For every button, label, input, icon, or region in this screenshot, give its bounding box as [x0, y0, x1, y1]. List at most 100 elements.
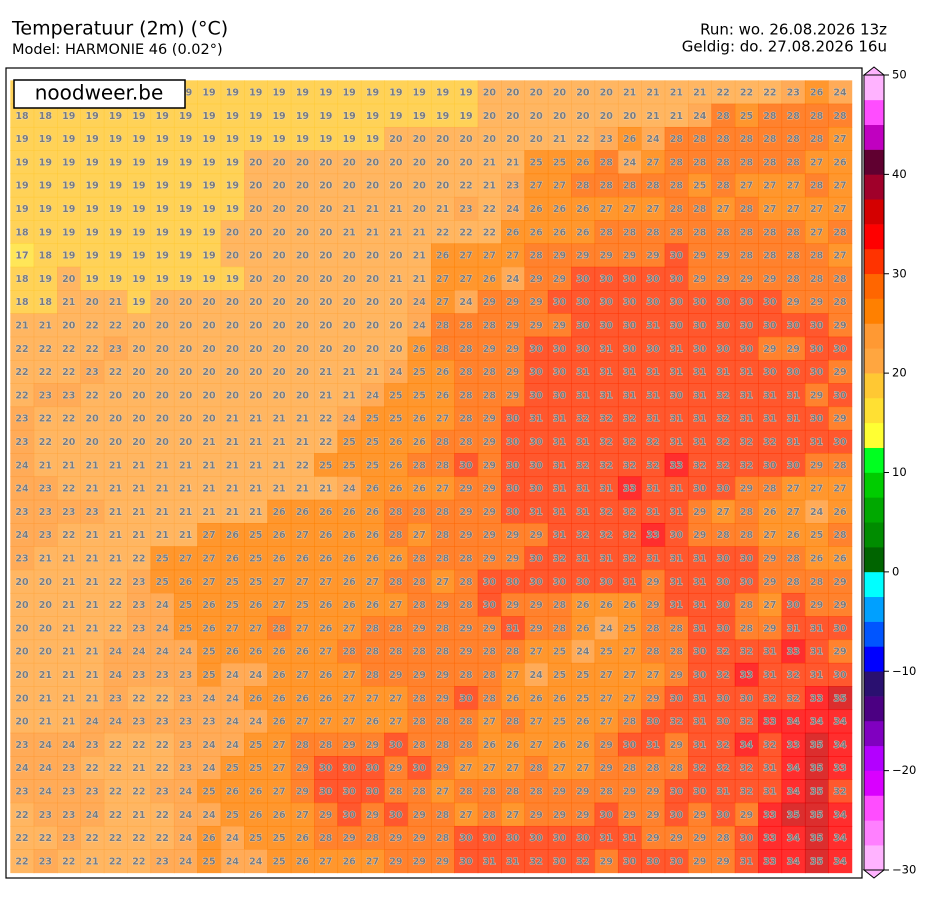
field-cell — [33, 266, 58, 291]
field-cell — [57, 429, 82, 454]
cell-label: 19 — [226, 181, 239, 192]
cell-label: 30 — [576, 297, 590, 308]
cell-label: 20 — [553, 88, 567, 99]
cell-label: 20 — [249, 344, 263, 355]
cell-label: 25 — [249, 763, 262, 774]
cell-label: 20 — [436, 181, 450, 192]
cell-label: 21 — [623, 88, 636, 99]
cell-label: 29 — [553, 274, 566, 285]
valid: Geldig: do. 27.08.2026 16u — [682, 38, 887, 56]
cell-label: 28 — [716, 227, 730, 238]
cell-label: 28 — [810, 251, 824, 262]
field-cell — [828, 313, 853, 338]
field-cell — [290, 313, 315, 338]
field-cell — [360, 406, 385, 431]
cell-label: 30 — [693, 321, 707, 332]
cell-label: 28 — [716, 530, 730, 541]
cell-label: 20 — [179, 367, 193, 378]
field-cell — [360, 243, 385, 268]
cell-label: 21 — [366, 204, 379, 215]
field-cell — [594, 196, 619, 221]
field-cell — [407, 453, 432, 478]
cell-label: 20 — [109, 390, 123, 401]
field-cell — [641, 220, 666, 245]
cell-label: 28 — [787, 111, 801, 122]
field-cell — [33, 359, 58, 384]
cell-label: 30 — [623, 274, 637, 285]
cell-label: 21 — [39, 321, 52, 332]
field-cell — [617, 313, 642, 338]
cell-label: 25 — [272, 856, 285, 867]
field-cell — [360, 453, 385, 478]
field-cell — [641, 103, 666, 128]
cell-label: 19 — [156, 227, 169, 238]
cell-label: 19 — [226, 111, 239, 122]
cell-label: 24 — [156, 623, 170, 634]
cell-label: 29 — [506, 600, 519, 611]
cell-label: 19 — [109, 204, 122, 215]
cell-label: 27 — [553, 763, 566, 774]
colorbar-segment — [864, 149, 884, 175]
field-cell — [267, 429, 292, 454]
cell-label: 21 — [226, 437, 239, 448]
field-cell — [150, 499, 175, 524]
cell-label: 26 — [272, 693, 286, 704]
cell-label: 24 — [506, 204, 520, 215]
cell-label: 18 — [15, 111, 29, 122]
field-cell — [314, 336, 339, 361]
field-cell — [150, 453, 175, 478]
cell-label: 20 — [249, 274, 263, 285]
cell-label: 31 — [623, 390, 636, 401]
field-cell — [407, 476, 432, 501]
field-cell — [594, 80, 619, 105]
field-cell — [80, 173, 105, 198]
cell-label: 22 — [39, 367, 52, 378]
field-cell — [571, 290, 596, 314]
cell-label: 20 — [600, 111, 614, 122]
cell-label: 35 — [810, 787, 823, 798]
cell-label: 26 — [553, 693, 567, 704]
cell-label: 20 — [272, 274, 286, 285]
cell-label: 30 — [740, 833, 754, 844]
field-cell — [547, 290, 572, 314]
cell-label: 23 — [85, 787, 98, 798]
field-cell — [337, 313, 362, 338]
cell-label: 22 — [156, 693, 169, 704]
cell-label: 31 — [693, 414, 706, 425]
field-cell — [173, 243, 198, 268]
field-cell — [711, 499, 736, 524]
cell-label: 22 — [62, 530, 75, 541]
field-cell — [758, 359, 783, 384]
cell-label: 21 — [646, 111, 659, 122]
cell-label: 29 — [413, 833, 426, 844]
cell-label: 31 — [670, 414, 683, 425]
field-cell — [337, 453, 362, 478]
cell-label: 19 — [62, 227, 75, 238]
field-cell — [501, 359, 526, 384]
field-cell — [758, 313, 783, 338]
cell-label: 20 — [226, 390, 240, 401]
cell-label: 21 — [132, 507, 145, 518]
field-cell — [547, 103, 572, 128]
field-cell — [571, 80, 596, 105]
cell-label: 31 — [810, 647, 823, 658]
cell-label: 26 — [413, 484, 427, 495]
cell-label: 19 — [202, 88, 215, 99]
cell-label: 28 — [459, 390, 473, 401]
cell-label: 30 — [343, 787, 357, 798]
field-cell — [33, 546, 58, 571]
cell-label: 24 — [15, 484, 29, 495]
field-cell — [641, 313, 666, 338]
field-cell — [688, 150, 713, 175]
field-cell — [664, 243, 689, 268]
cell-label: 28 — [576, 181, 590, 192]
field-cell — [758, 266, 783, 291]
cell-label: 28 — [436, 647, 450, 658]
cell-label: 27 — [343, 717, 356, 728]
field-cell — [524, 406, 549, 431]
field-cell — [103, 453, 128, 478]
field-cell — [664, 499, 689, 524]
cell-label: 30 — [576, 577, 590, 588]
cell-label: 28 — [319, 833, 333, 844]
cell-label: 24 — [249, 856, 263, 867]
